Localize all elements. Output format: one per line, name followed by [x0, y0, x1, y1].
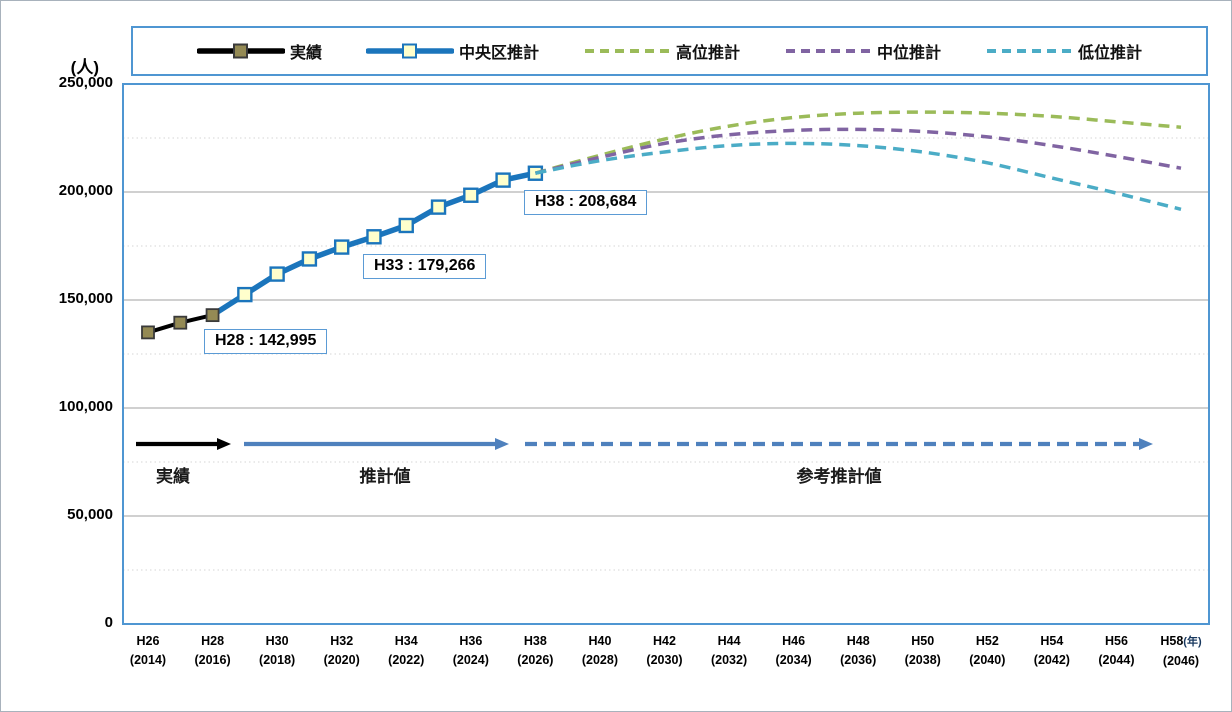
x-tick-year: (2046): [1162, 654, 1200, 668]
y-tick-100,000: 100,000: [58, 398, 113, 415]
legend-item-実績: 実績: [196, 39, 322, 63]
y-axis-unit-label: (人): [70, 58, 99, 77]
series-line-高位推計: [534, 110, 1182, 175]
x-tick-H56: H56 (2044): [1081, 632, 1151, 670]
x-tick-H36: H36 (2024): [436, 632, 506, 670]
x-tick-era: H46: [782, 634, 806, 648]
legend-item-高位推計: 高位推計: [583, 39, 740, 63]
x-tick-era: H56: [1104, 634, 1128, 648]
x-tick-year: (2032): [710, 653, 748, 667]
x-tick-era: H48: [846, 634, 870, 648]
x-tick-era: H42: [653, 634, 676, 648]
legend-label: 高位推計: [675, 45, 740, 62]
x-tick-year: (2038): [904, 653, 941, 667]
series-line-低位推計: [535, 141, 1182, 211]
x-tick-year: (2044): [1098, 653, 1135, 667]
y-tick-200,000: 200,000: [58, 182, 113, 199]
x-tick-era: H58(年): [1160, 634, 1202, 648]
x-tick-H42: H42 (2030): [630, 632, 700, 670]
x-tick-H26: H26 (2014): [113, 632, 183, 670]
annotation-H38: H38 : 208,684: [524, 190, 648, 215]
annotation-H28: H28 : 142,995: [204, 329, 328, 354]
x-tick-era: H30: [265, 634, 289, 648]
x-tick-era: H26: [136, 634, 160, 648]
legend-item-低位推計: 低位推計: [985, 39, 1142, 63]
x-tick-H58: H58(年) (2046): [1146, 632, 1216, 671]
phase-label-推計値: 推計値: [359, 467, 411, 486]
x-tick-H44: H44 (2032): [694, 632, 764, 670]
phase-label-参考推計値: 参考推計値: [796, 467, 882, 486]
x-tick-H32: H32 (2020): [307, 632, 377, 670]
x-tick-year: (2034): [775, 653, 812, 667]
y-tick-0: 0: [104, 614, 113, 631]
legend-item-中央区推計: 中央区推計: [365, 39, 539, 63]
series-marker-中央区推計: [495, 172, 511, 188]
x-tick-H38: H38 (2026): [500, 632, 570, 670]
chart-legend: 実績 中央区推計 高位推計 中位推計 低位推計: [131, 26, 1208, 76]
x-tick-H50: H50 (2038): [888, 632, 958, 670]
x-tick-era: H34: [394, 634, 418, 648]
x-tick-era: H50: [911, 634, 935, 648]
series-marker-中央区推計: [430, 199, 447, 215]
x-tick-H30: H30 (2018): [242, 632, 312, 670]
x-tick-year: (2022): [388, 653, 425, 667]
x-tick-year: (2018): [259, 653, 296, 667]
x-tick-H54: H54 (2042): [1017, 632, 1087, 670]
x-tick-era: H38: [523, 634, 547, 648]
y-tick-50,000: 50,000: [67, 506, 113, 523]
x-tick-year: (2014): [129, 653, 167, 667]
legend-label: 実績: [289, 45, 322, 62]
x-tick-H34: H34 (2022): [371, 632, 441, 670]
series-line-中位推計: [534, 127, 1182, 175]
x-tick-year: (2028): [581, 653, 618, 667]
x-tick-H52: H52 (2040): [952, 632, 1022, 670]
x-tick-era: H40: [588, 634, 612, 648]
series-marker-中央区推計: [237, 286, 253, 303]
series-marker-実績: [141, 325, 155, 340]
x-tick-era: H54: [1040, 634, 1064, 648]
phase-label-実績: 実績: [156, 467, 190, 486]
annotation-H33: H33 : 179,266: [363, 254, 487, 279]
x-tick-year: (2036): [840, 653, 877, 667]
legend-label: 中位推計: [877, 45, 942, 62]
phase-arrow-head: [1139, 438, 1153, 450]
legend-swatch-icon: [196, 43, 285, 59]
series-marker-中央区推計: [398, 217, 414, 234]
legend-label: 中央区推計: [458, 45, 539, 62]
x-tick-year: (2020): [323, 653, 360, 667]
x-axis-unit-suffix: (年): [1183, 636, 1202, 648]
x-tick-era: H36: [459, 634, 483, 648]
x-tick-year: (2042): [1033, 653, 1070, 667]
series-marker-実績: [173, 315, 188, 330]
series-marker-中央区推計: [366, 229, 382, 245]
x-tick-year: (2030): [646, 653, 683, 667]
series-marker-中央区推計: [463, 187, 479, 203]
phase-arrow-head: [495, 438, 509, 450]
x-tick-era: H52: [975, 634, 999, 648]
plot-area-border: [122, 83, 1210, 625]
y-tick-150,000: 150,000: [58, 290, 113, 307]
x-tick-year: (2016): [194, 653, 231, 667]
x-tick-era: H32: [330, 634, 354, 648]
x-tick-H48: H48 (2036): [823, 632, 893, 670]
x-tick-era: H44: [717, 634, 741, 648]
legend-label: 低位推計: [1078, 45, 1143, 62]
legend-item-中位推計: 中位推計: [784, 39, 941, 63]
series-marker-実績: [205, 308, 220, 323]
x-tick-year: (2024): [452, 653, 489, 667]
x-tick-H46: H46 (2034): [759, 632, 829, 670]
phase-arrow-head: [217, 438, 231, 450]
x-tick-H28: H28 (2016): [178, 632, 248, 670]
x-tick-era: H28: [201, 634, 225, 648]
y-tick-250,000: 250,000: [58, 74, 113, 91]
legend-swatch-icon: [365, 43, 454, 59]
x-tick-year: (2026): [517, 653, 554, 667]
x-tick-year: (2040): [969, 653, 1006, 667]
series-marker-中央区推計: [301, 251, 318, 267]
series-marker-中央区推計: [333, 239, 350, 255]
series-marker-中央区推計: [269, 266, 285, 282]
x-tick-H40: H40 (2028): [565, 632, 635, 670]
